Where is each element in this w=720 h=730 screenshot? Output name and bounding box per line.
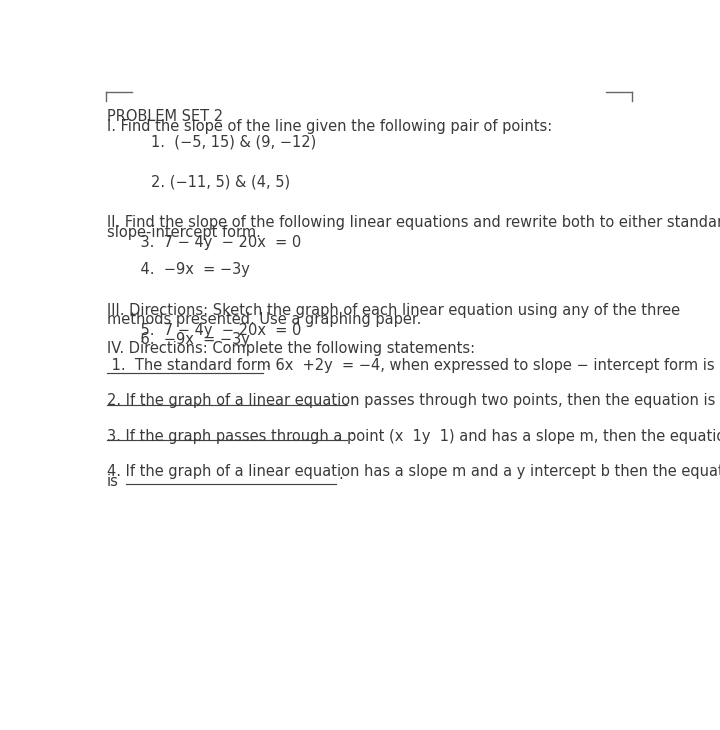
Text: 4. If the graph of a linear equation has a slope m and a y intercept b then the : 4. If the graph of a linear equation has…	[107, 464, 720, 479]
Text: .: .	[338, 466, 343, 482]
Text: 2. If the graph of a linear equation passes through two points, then the equatio: 2. If the graph of a linear equation pas…	[107, 393, 715, 408]
Text: .: .	[349, 387, 354, 402]
Text: 3.  7 − 4y  − 20x  = 0: 3. 7 − 4y − 20x = 0	[122, 236, 302, 250]
Text: 5.  7 − 4y  − 20x  = 0: 5. 7 − 4y − 20x = 0	[122, 323, 302, 337]
Text: I. Find the slope of the line given the following pair of points:: I. Find the slope of the line given the …	[107, 119, 552, 134]
Text: methods presented. Use a graphing paper.: methods presented. Use a graphing paper.	[107, 312, 421, 328]
Text: slope-intercept form.: slope-intercept form.	[107, 225, 261, 239]
Text: 4.  −9x  = −3y: 4. −9x = −3y	[122, 262, 251, 277]
Text: 1.  The standard form 6x  +2y  = −4, when expressed to slope − intercept form is: 1. The standard form 6x +2y = −4, when e…	[107, 358, 714, 373]
Text: PROBLEM SET 2: PROBLEM SET 2	[107, 109, 223, 124]
Text: 6.  −9x  = −3y: 6. −9x = −3y	[122, 331, 251, 347]
Text: III. Directions: Sketch the graph of each linear equation using any of the three: III. Directions: Sketch the graph of eac…	[107, 303, 680, 318]
Text: II. Find the slope of the following linear equations and rewrite both to either : II. Find the slope of the following line…	[107, 215, 720, 230]
Text: 3. If the graph passes through a point (x  1y  1) and has a slope m, then the eq: 3. If the graph passes through a point (…	[107, 429, 720, 444]
Text: is: is	[107, 474, 119, 489]
Text: 1.  (−5, 15) & (9, −12): 1. (−5, 15) & (9, −12)	[151, 135, 317, 150]
Text: IV. Directions: Complete the following statements:: IV. Directions: Complete the following s…	[107, 341, 475, 356]
Text: .: .	[266, 356, 271, 370]
Text: 2. (−11, 5) & (4, 5): 2. (−11, 5) & (4, 5)	[151, 174, 290, 189]
Text: .: .	[349, 422, 354, 437]
